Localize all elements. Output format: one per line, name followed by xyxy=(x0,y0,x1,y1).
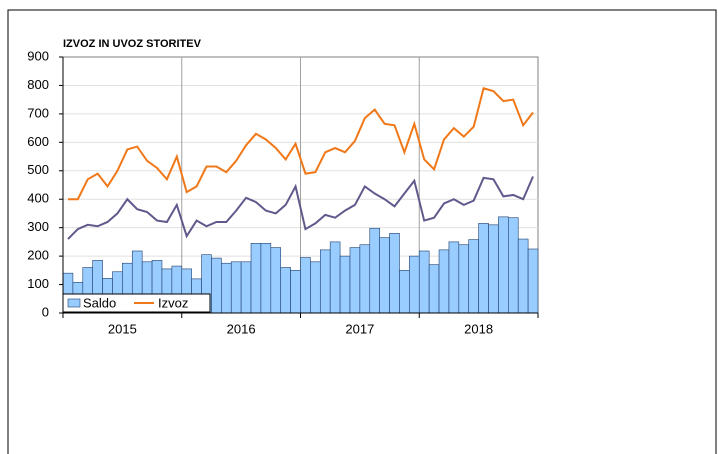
y-tick-label: 900 xyxy=(27,48,49,63)
bar xyxy=(240,261,252,314)
y-tick-label: 0 xyxy=(42,304,49,319)
line xyxy=(67,176,534,240)
y-tick-label: 700 xyxy=(27,105,49,120)
x-tick-label: 2015 xyxy=(108,321,137,336)
bar xyxy=(517,238,529,314)
bar xyxy=(310,261,321,314)
bar xyxy=(250,243,262,314)
frame xyxy=(7,9,717,454)
bar xyxy=(527,248,539,314)
bar xyxy=(409,255,420,314)
bar xyxy=(468,239,479,314)
bar xyxy=(339,255,351,314)
y-tick-label: 600 xyxy=(27,134,49,149)
bar xyxy=(221,262,232,314)
bar xyxy=(230,261,242,314)
y-tick-label: 400 xyxy=(27,191,49,206)
y-tick-label: 800 xyxy=(27,77,49,92)
bar xyxy=(438,249,450,314)
bar xyxy=(498,216,509,314)
line xyxy=(67,87,534,201)
bar xyxy=(349,247,361,314)
bar xyxy=(418,250,430,314)
x-tick-label: 2016 xyxy=(227,321,256,336)
bar xyxy=(300,257,311,314)
bar xyxy=(359,244,371,314)
x-tick-label: 2017 xyxy=(345,321,374,336)
legend-swatch xyxy=(67,298,81,308)
bar xyxy=(389,233,400,314)
bar xyxy=(270,247,282,314)
legend-label: Saldo xyxy=(83,295,116,310)
bar xyxy=(329,241,341,314)
bar xyxy=(448,241,460,314)
bar xyxy=(379,237,390,314)
bar xyxy=(478,223,489,314)
bar xyxy=(508,217,519,314)
bar xyxy=(290,270,301,314)
bar xyxy=(211,257,222,314)
bar xyxy=(260,243,272,314)
bar xyxy=(458,244,470,314)
bar xyxy=(319,249,331,314)
bar xyxy=(428,264,440,314)
bar xyxy=(488,224,499,314)
x-tick-label: 2018 xyxy=(464,321,493,336)
chart-title: IZVOZ IN UVOZ STORITEV xyxy=(63,38,202,50)
y-tick-label: 300 xyxy=(27,219,49,234)
y-tick-label: 200 xyxy=(27,248,49,263)
y-tick-label: 500 xyxy=(27,162,49,177)
y-tick-label: 100 xyxy=(27,276,49,291)
bar xyxy=(399,270,410,314)
legend-label: Izvoz xyxy=(158,295,188,310)
bar xyxy=(280,267,291,314)
bar xyxy=(369,227,380,314)
